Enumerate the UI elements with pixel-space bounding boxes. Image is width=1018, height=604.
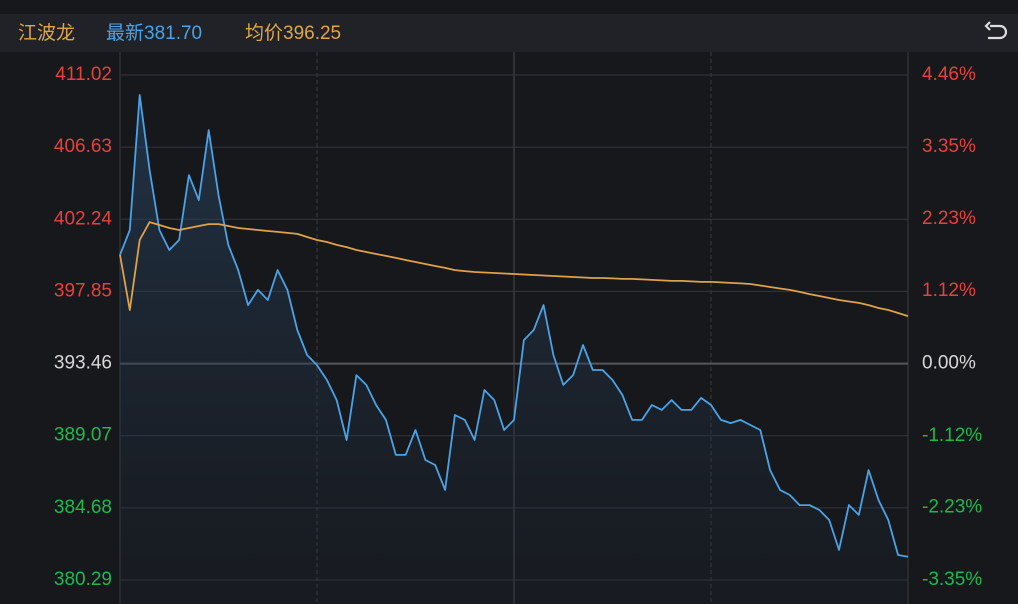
y2-tick-label: 1.12% [922,280,976,301]
y2-tick-label: 0.00% [922,352,976,373]
y2-tick-label: -1.12% [922,425,982,446]
y-tick-label: 389.07 [54,425,112,446]
back-button[interactable] [984,21,1008,40]
y2-tick-label: 4.46% [922,64,976,85]
area [120,95,908,604]
y-tick-label: 384.68 [54,497,112,518]
latest-price: 最新381.70 [106,22,202,44]
y-tick-label: 402.24 [54,208,113,229]
y-tick-label: 393.46 [54,353,112,374]
line [119,221,909,317]
y-tick-label: 406.63 [54,136,112,157]
stock-name: 江波龙 [18,22,75,44]
line [119,94,909,558]
y-tick-label: 397.85 [54,280,112,301]
average-price: 均价396.25 [245,22,341,44]
y2-tick-label: -3.35% [922,569,982,590]
y-tick-label: 411.02 [55,64,112,85]
header-bar [0,14,1018,52]
y2-tick-label: 3.35% [922,136,976,157]
y2-tick-label: 2.23% [922,208,976,229]
y2-tick-label: -2.23% [922,497,982,518]
y-tick-label: 380.29 [54,569,112,590]
